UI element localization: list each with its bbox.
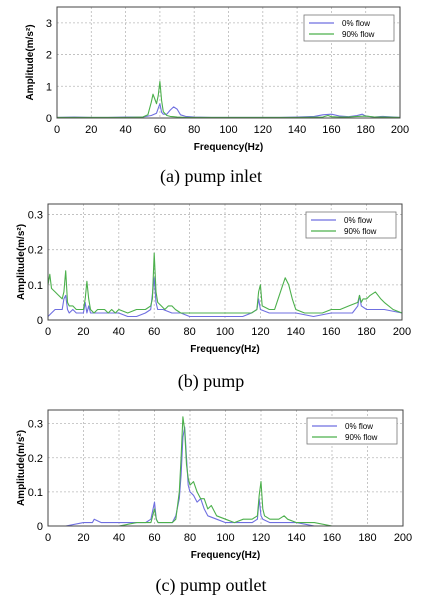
- x-axis-title: Frequency(Hz): [190, 344, 259, 355]
- y-tick-label: 1: [46, 81, 52, 93]
- x-tick-label: 60: [154, 124, 166, 136]
- x-tick-label: 120: [254, 124, 272, 136]
- x-tick-label: 140: [287, 532, 305, 544]
- legend-label: 0% flow: [342, 19, 370, 28]
- legend-box: [306, 417, 398, 445]
- legend: 0% flow 90% flow: [306, 417, 398, 445]
- series-line-zero-flow: [47, 277, 403, 318]
- y-tick-label: 2: [46, 50, 52, 62]
- x-tick-label: 20: [85, 124, 97, 136]
- panel-caption: (c) pump outlet: [156, 575, 267, 596]
- x-tick-label: 100: [216, 532, 234, 544]
- y-tick-label: 0.2: [28, 245, 43, 257]
- y-axis-title: Amplitude(m/s²): [25, 24, 36, 100]
- x-tick-label: 60: [148, 532, 160, 544]
- y-tick-label: 0: [37, 521, 43, 533]
- legend-box: [305, 211, 397, 239]
- y-tick-label: 3: [46, 18, 52, 30]
- y-tick-label: 0.1: [28, 280, 43, 292]
- x-tick-label: 200: [394, 532, 412, 544]
- x-axis-title: Frequency(Hz): [191, 550, 260, 561]
- plot-frame: [47, 203, 403, 321]
- y-axis-title: Amplitude(m/s²): [16, 224, 27, 300]
- x-tick-label: 40: [119, 124, 131, 136]
- x-tick-label: 100: [216, 326, 234, 338]
- legend-box: [303, 14, 395, 42]
- x-tick-label: 20: [77, 326, 89, 338]
- x-tick-label: 200: [393, 326, 411, 338]
- x-tick-label: 200: [391, 124, 409, 136]
- legend-label: 0% flow: [344, 216, 372, 225]
- x-tick-label: 0: [45, 326, 51, 338]
- x-tick-label: 80: [188, 124, 200, 136]
- x-tick-label: 140: [287, 326, 305, 338]
- series-line-ninety-flow: [48, 416, 403, 527]
- x-tick-label: 180: [357, 124, 375, 136]
- x-tick-label: 180: [358, 532, 376, 544]
- legend: 0% flow 90% flow: [305, 211, 397, 239]
- x-tick-label: 40: [113, 532, 125, 544]
- series-line-ninety-flow: [47, 252, 403, 314]
- legend-label: 90% flow: [344, 227, 377, 236]
- y-tick-label: 0.3: [28, 210, 43, 222]
- chart-panel-3: 0 20 40 60 80 100 120 140 160 180 200 0 0.1 0.2 0.3 0% …: [16, 409, 412, 596]
- x-tick-label: 160: [322, 124, 340, 136]
- x-tick-label: 20: [77, 532, 89, 544]
- x-tick-label: 120: [252, 532, 270, 544]
- legend-label: 0% flow: [345, 422, 373, 431]
- y-tick-label: 0.3: [28, 419, 43, 431]
- x-tick-label: 160: [322, 326, 340, 338]
- x-tick-label: 140: [288, 124, 306, 136]
- x-tick-label: 100: [219, 124, 237, 136]
- x-tick-label: 180: [357, 326, 375, 338]
- y-tick-label: 0: [37, 315, 43, 327]
- panel-caption: (b) pump: [178, 371, 245, 392]
- legend: 0% flow 90% flow: [303, 14, 395, 42]
- y-axis-title: Amplitude(m/s²): [16, 430, 27, 506]
- panel-caption: (a) pump inlet: [160, 166, 262, 187]
- x-axis-title: Frequency(Hz): [194, 142, 263, 153]
- x-tick-label: 40: [113, 326, 125, 338]
- chart-panel-1: 0 20 40 60 80 100 120 140 160 180 200 0 1 2 3 0% flow 90…: [25, 6, 409, 187]
- x-tick-label: 80: [183, 326, 195, 338]
- plot-frame: [56, 6, 401, 119]
- legend-label: 90% flow: [342, 30, 375, 39]
- legend-label: 90% flow: [345, 433, 378, 442]
- series-line-ninety-flow: [57, 80, 401, 118]
- y-tick-label: 0.1: [28, 487, 43, 499]
- plot-frame: [47, 409, 404, 527]
- x-tick-label: 0: [45, 532, 51, 544]
- y-tick-label: 0: [46, 113, 52, 125]
- x-tick-label: 160: [323, 532, 341, 544]
- y-tick-label: 0.2: [28, 453, 43, 465]
- x-tick-label: 0: [54, 124, 60, 136]
- chart-panel-2: 0 20 40 60 80 100 120 140 160 180 200 0 0.1 0.2 0.3 0% …: [16, 203, 411, 392]
- x-tick-label: 80: [184, 532, 196, 544]
- x-tick-label: 120: [251, 326, 269, 338]
- x-tick-label: 60: [148, 326, 160, 338]
